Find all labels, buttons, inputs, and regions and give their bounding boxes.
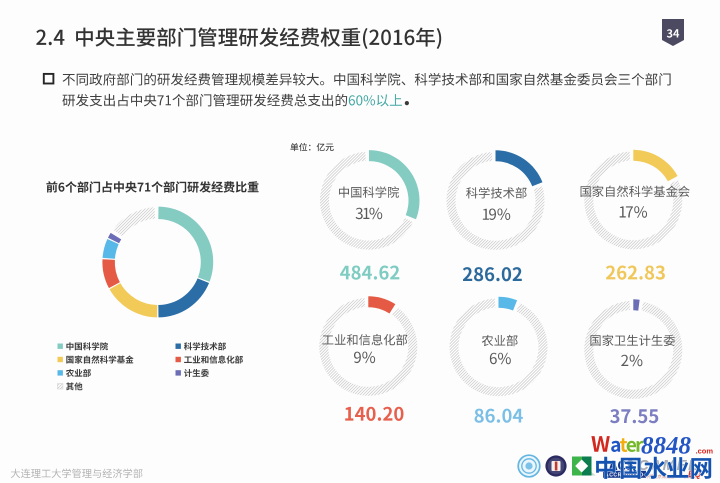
svg-text:8848: 8848	[641, 433, 692, 460]
svg-text:.com: .com	[696, 447, 714, 456]
